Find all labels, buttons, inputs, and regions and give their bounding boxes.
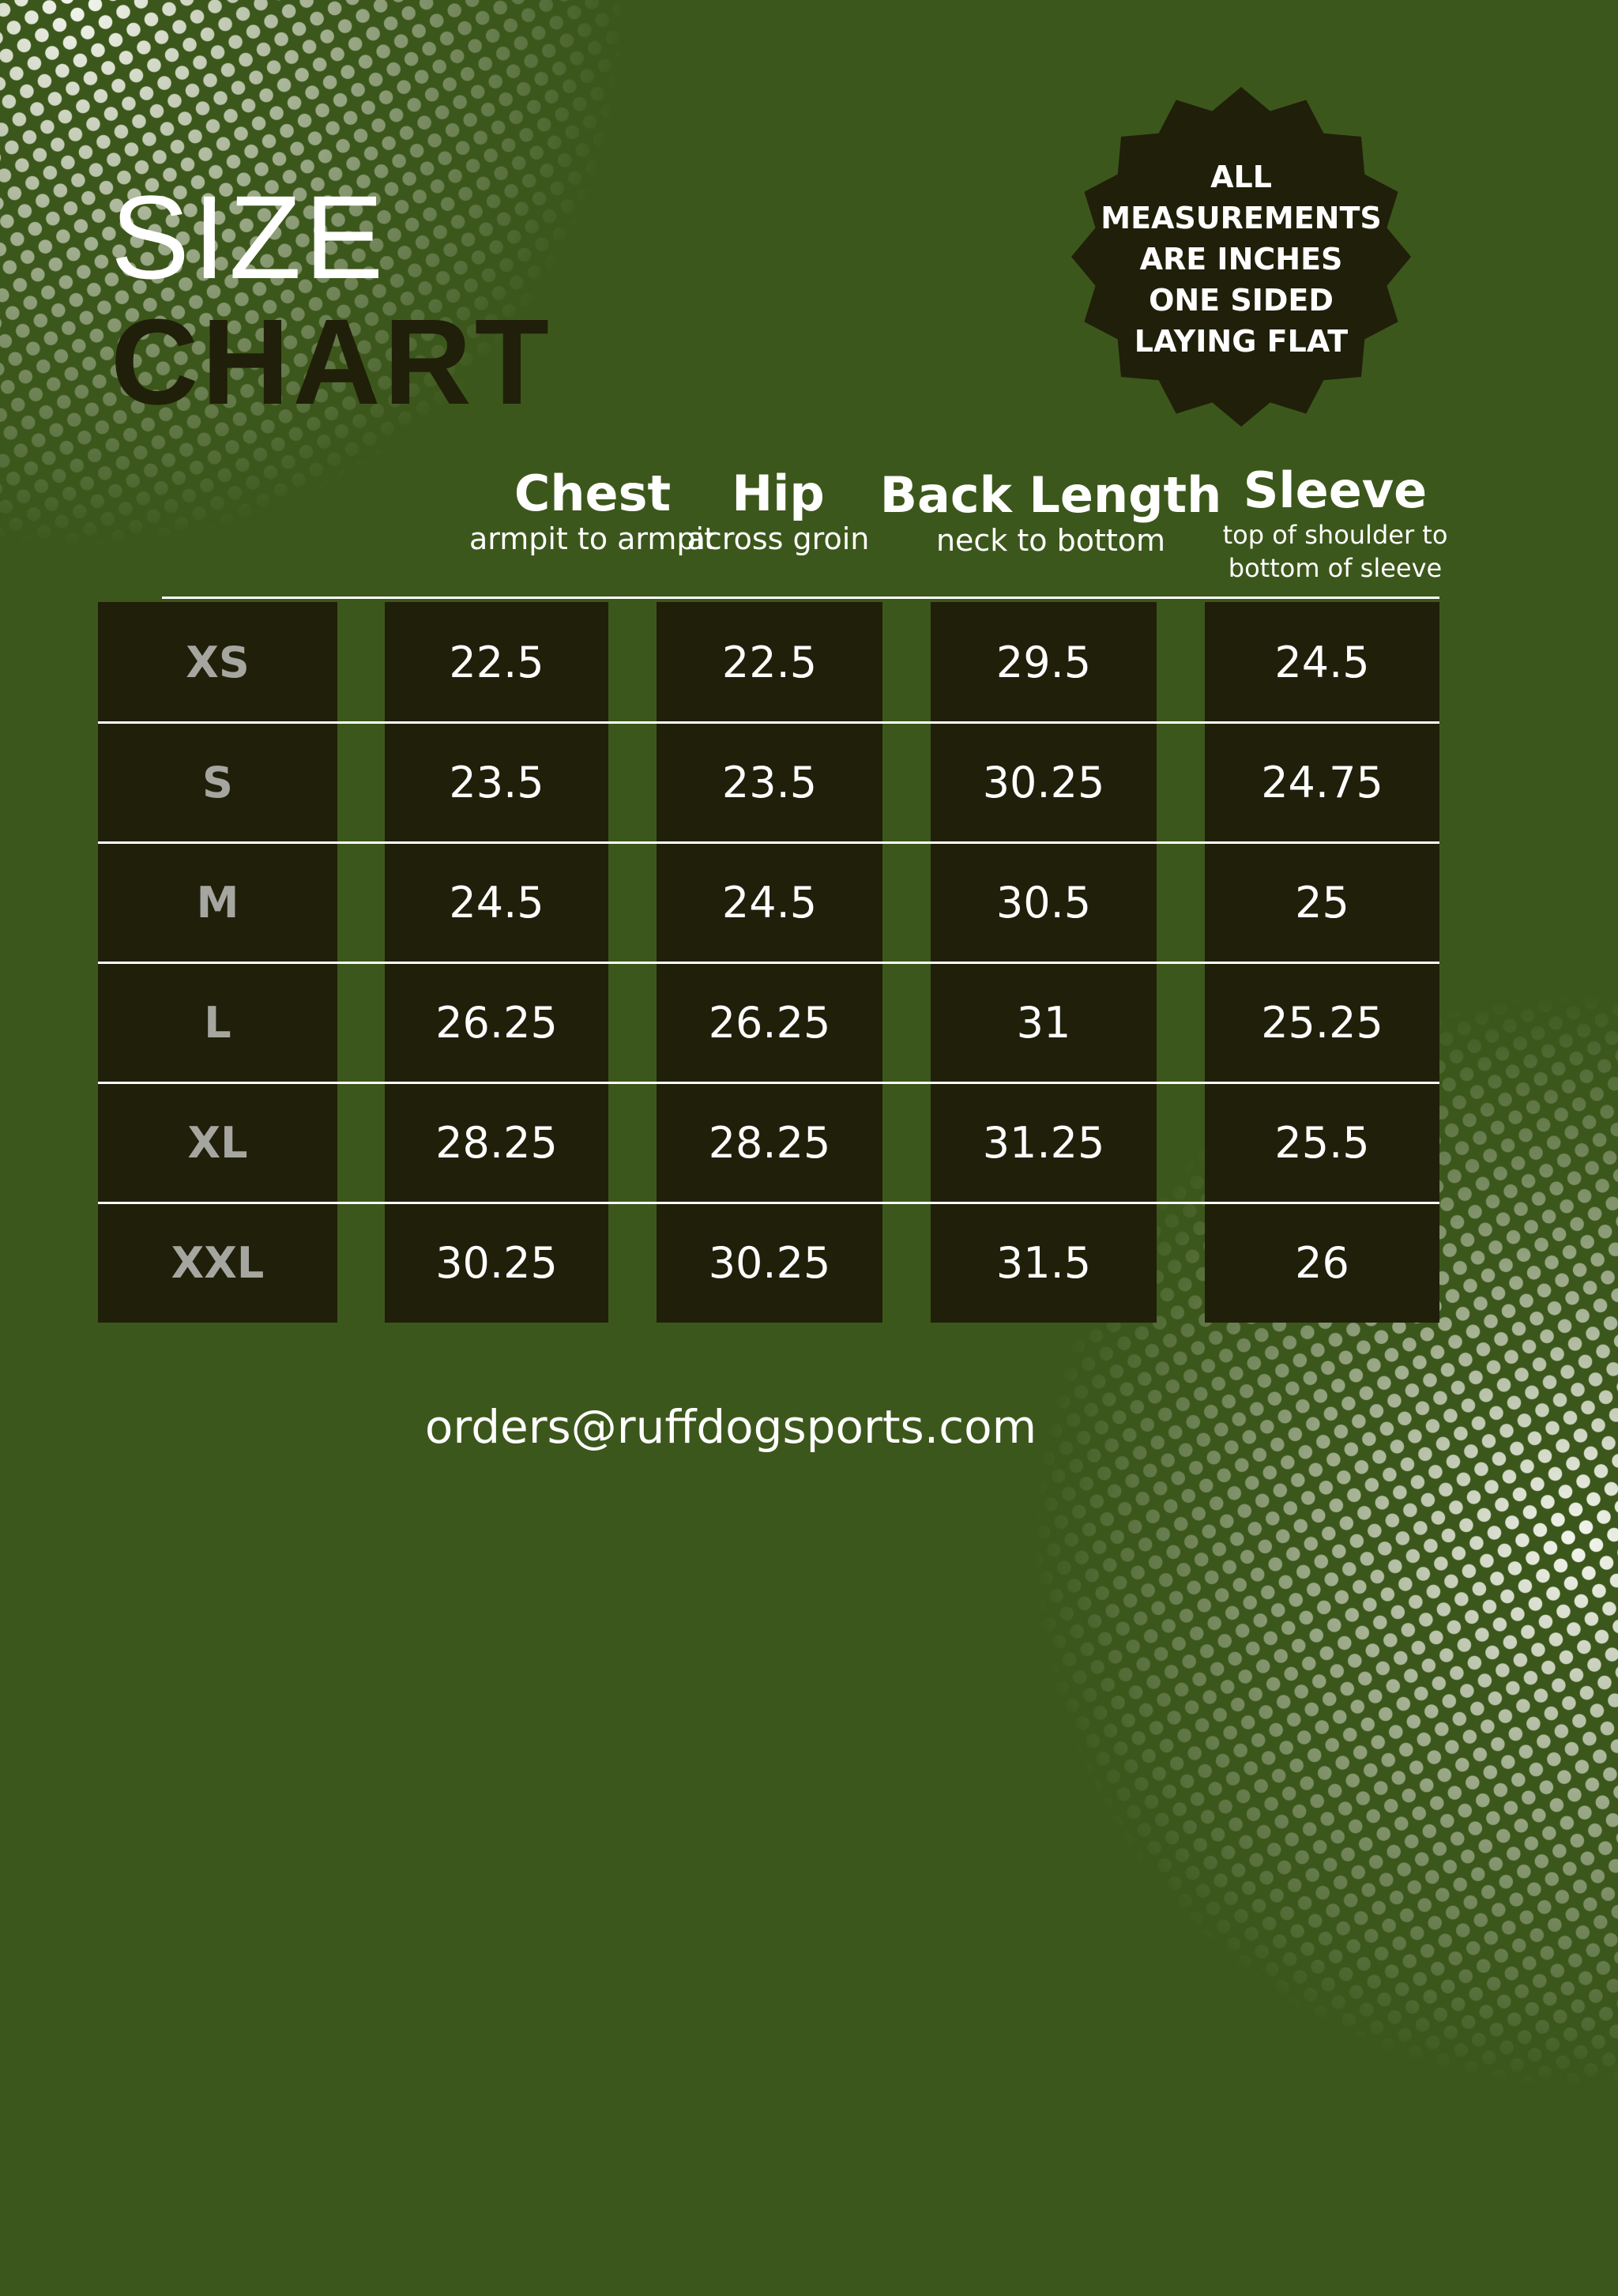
badge-line: MEASUREMENTS: [1101, 201, 1382, 235]
size-label: S: [202, 757, 233, 807]
row-divider: [98, 962, 1439, 964]
size-label: XXL: [171, 1237, 265, 1288]
column-title: Hip: [732, 465, 825, 522]
badge-line: ONE SIDED: [1149, 283, 1334, 318]
size-label: XS: [186, 637, 250, 687]
table-cell: 30.25: [982, 757, 1105, 807]
measurement-badge: ALL MEASUREMENTS ARE INCHES ONE SIDED LAYING…: [1045, 87, 1437, 427]
table-cell: 31.25: [982, 1117, 1105, 1168]
table-cell: 28.25: [708, 1117, 831, 1168]
table-cell: 25.5: [1274, 1117, 1370, 1168]
column-subtitle: neck to bottom: [935, 523, 1166, 558]
table-cell: 26: [1295, 1237, 1349, 1288]
row-divider: [98, 1202, 1439, 1204]
badge-line: LAYING FLAT: [1134, 324, 1349, 359]
column-header-back-length: Back Length neck to bottom: [833, 466, 1268, 559]
size-label: M: [196, 877, 239, 928]
table-cell: 26.25: [708, 997, 831, 1048]
badge-text: ALL MEASUREMENTS ARE INCHES ONE SIDED LAYING…: [1045, 156, 1437, 362]
column-header-hip: Hip across groin: [616, 465, 940, 557]
table-cell: 31.5: [995, 1237, 1092, 1288]
table-cell: 24.75: [1261, 757, 1383, 807]
contact-email[interactable]: orders@ruffdogsports.com: [424, 1400, 1037, 1454]
table-cell: 29.5: [995, 637, 1092, 687]
header-divider: [162, 597, 1439, 599]
table-cell: 30.5: [995, 877, 1092, 928]
table-cell: 22.5: [721, 637, 818, 687]
column-subtitle: armpit to armpit: [469, 521, 716, 556]
table-cell: 23.5: [449, 757, 544, 807]
row-divider: [98, 1082, 1439, 1084]
column-header-sleeve: Sleeve top of shoulder to bottom of sleev…: [1201, 463, 1469, 585]
row-divider: [98, 841, 1439, 844]
size-label: XL: [187, 1117, 248, 1168]
column-title: Sleeve: [1243, 461, 1428, 519]
size-label: L: [204, 997, 231, 1048]
row-divider: [98, 721, 1439, 724]
table-cell: 24.5: [1274, 637, 1370, 687]
table-cell: 30.25: [708, 1237, 831, 1288]
column-subtitle: top of shoulder to bottom of sleeve: [1222, 520, 1448, 583]
table-cell: 25: [1295, 877, 1349, 928]
column-header-chest: Chest armpit to armpit: [300, 465, 885, 557]
title-size: SIZE: [111, 171, 387, 303]
table-cell: 25.25: [1261, 997, 1383, 1048]
badge-line: ALL: [1210, 160, 1272, 194]
table-cell: 24.5: [721, 877, 818, 928]
starburst: [1071, 87, 1411, 427]
title-chart: CHART: [111, 294, 552, 430]
column-title: Chest: [514, 465, 672, 522]
table-cell: 28.25: [435, 1117, 558, 1168]
table-cell: 30.25: [435, 1237, 558, 1288]
table-cell: 31: [1016, 997, 1071, 1048]
column-title: Back Length: [879, 466, 1222, 524]
table-cell: 24.5: [449, 877, 544, 928]
table-cell: 23.5: [721, 757, 818, 807]
starburst-shape: [1071, 87, 1411, 427]
badge-line: ARE INCHES: [1139, 242, 1343, 277]
column-subtitle: across groin: [687, 521, 870, 556]
table-cell: 26.25: [435, 997, 558, 1048]
table-cell: 22.5: [449, 637, 544, 687]
